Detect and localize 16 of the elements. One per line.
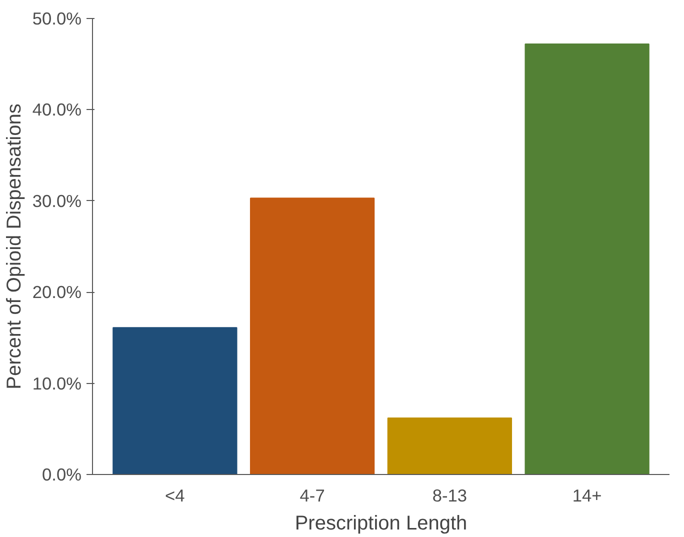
x-tick-label: 14+ — [572, 486, 602, 506]
x-tick-label: 4-7 — [300, 486, 325, 506]
bar — [112, 327, 238, 474]
bar — [387, 417, 512, 474]
y-tick-label: 10.0% — [32, 373, 82, 394]
y-tick-label: 40.0% — [32, 100, 82, 120]
y-tick-label: 50.0% — [32, 8, 82, 28]
x-tick-label: 8-13 — [432, 486, 468, 506]
y-tick-label: 0.0% — [42, 464, 82, 484]
bar — [524, 44, 650, 474]
y-tick-label: 20.0% — [32, 282, 82, 302]
y-tick-label: 30.0% — [32, 190, 82, 211]
x-axis-title: Prescription Length — [294, 512, 468, 534]
bar — [250, 198, 375, 474]
y-axis-title: Percent of Opioid Dispensations — [3, 104, 26, 390]
x-tick-label: <4 — [165, 486, 186, 506]
